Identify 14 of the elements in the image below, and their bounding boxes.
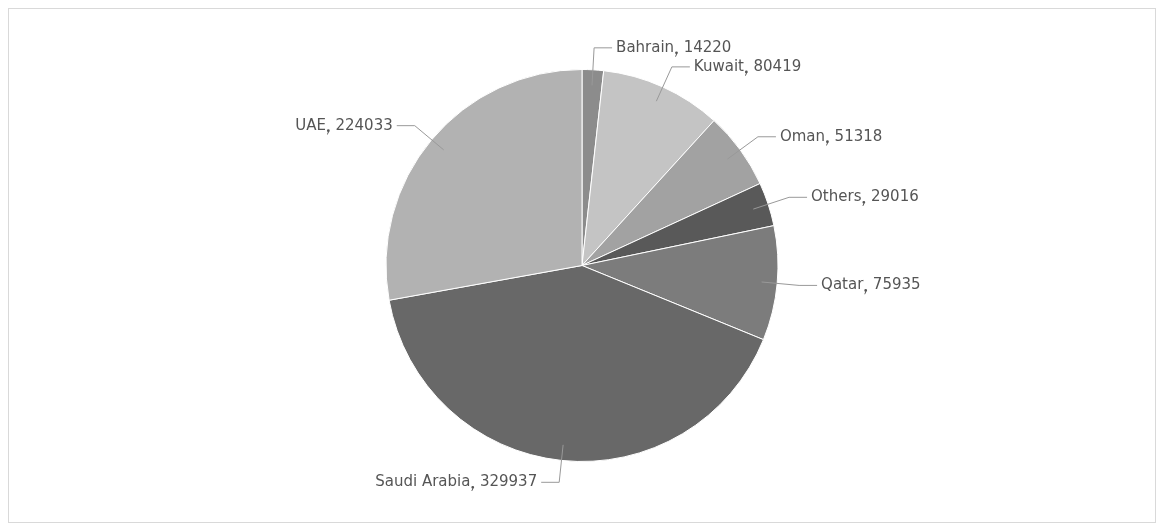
data-label: 329937 [479, 472, 538, 491]
slice-label: Kuwait [693, 56, 745, 75]
data-label: 14220 [683, 37, 732, 56]
slice-label: Oman [779, 126, 826, 145]
slice-label: Qatar [821, 275, 865, 294]
legend-label: Others [811, 187, 862, 206]
data-label: 29016 [871, 187, 919, 206]
slice-label: UAE [295, 115, 326, 134]
data-label: 75935 [872, 275, 921, 294]
data-label: 51318 [834, 126, 883, 145]
data-label: 80419 [753, 56, 802, 75]
slice-label: Saudi Arabia [375, 472, 471, 491]
data-label: 224033 [335, 115, 393, 134]
slice-label: Bahrain [616, 37, 675, 56]
